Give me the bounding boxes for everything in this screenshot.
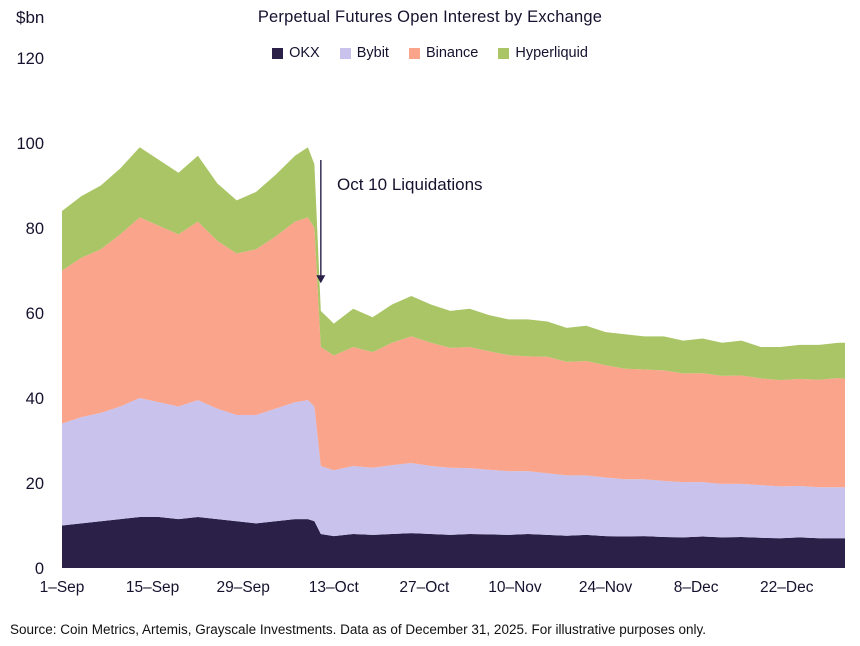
y-tick-label-0: 0	[35, 560, 44, 578]
x-tick-label-8-dec: 8–Dec	[674, 579, 719, 596]
annotation-text: Oct 10 Liquidations	[337, 175, 483, 194]
legend-swatch-binance	[408, 47, 420, 59]
y-tick-label-40: 40	[26, 390, 44, 408]
x-tick-label-10-nov: 10–Nov	[488, 579, 542, 596]
area-binance	[62, 217, 845, 488]
legend-swatch-hyperliquid	[498, 47, 510, 59]
annotation-arrow-head	[316, 275, 326, 284]
chart-title: Perpetual Futures Open Interest by Excha…	[257, 8, 603, 26]
area-okx	[62, 517, 845, 568]
y-axis-unit-label: $bn	[16, 8, 45, 27]
legend-item-binance: Binance	[408, 45, 479, 61]
y-tick-label-20: 20	[26, 475, 44, 493]
y-tick-label-80: 80	[26, 220, 44, 238]
x-tick-label-13-oct: 13–Oct	[309, 579, 360, 596]
x-tick-label-22-dec: 22–Dec	[760, 579, 814, 596]
x-tick-label-29-sep: 29–Sep	[216, 579, 269, 596]
legend-item-hyperliquid: Hyperliquid	[498, 45, 588, 61]
legend-swatch-bybit	[339, 47, 351, 59]
x-tick-label-24-nov: 24–Nov	[579, 579, 633, 596]
legend-item-okx: OKX	[272, 45, 320, 61]
legend-label-bybit: Bybit	[356, 45, 389, 61]
legend-item-bybit: Bybit	[339, 45, 389, 61]
y-tick-label-120: 120	[16, 50, 44, 68]
source-note: Source: Coin Metrics, Artemis, Grayscale…	[10, 622, 707, 637]
x-tick-label-1-sep: 1–Sep	[40, 579, 85, 596]
x-tick-label-15-sep: 15–Sep	[126, 579, 179, 596]
area-bybit	[62, 398, 845, 539]
legend-label-okx: OKX	[289, 45, 320, 61]
y-tick-label-100: 100	[16, 135, 44, 153]
legend-swatch-okx	[272, 47, 284, 59]
chart-legend: OKX Bybit Binance Hyperliquid	[0, 45, 860, 61]
x-tick-label-27-oct: 27–Oct	[399, 579, 450, 596]
legend-label-binance: Binance	[425, 45, 479, 61]
legend-label-hyperliquid: Hyperliquid	[515, 45, 588, 61]
stacked-area-chart: 0 20 40 60 80 100 120 1–Sep 15–Sep 29–Sep 13–Oct 27…	[16, 50, 845, 596]
area-hyperliquid	[62, 147, 845, 381]
y-tick-label-60: 60	[26, 305, 44, 323]
